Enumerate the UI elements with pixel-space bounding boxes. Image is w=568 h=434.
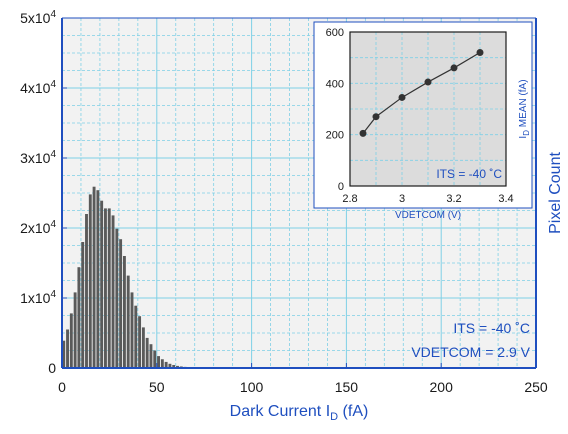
inset-y-tick-label: 600 (326, 27, 344, 39)
histogram-bar (134, 305, 138, 368)
main-x-tick-label: 200 (430, 379, 454, 395)
inset-data-point (359, 129, 367, 137)
main-x-tick-label: 150 (335, 379, 359, 395)
y-axis-label: Pixel Count (547, 152, 564, 234)
histogram-bar (141, 327, 145, 368)
histogram-bar (176, 365, 179, 368)
inset-x-tick-label: 3.4 (498, 193, 513, 205)
histogram-bar (77, 267, 81, 368)
x-axis-label: Dark Current ID (fA) (230, 403, 369, 423)
histogram-bar (73, 292, 77, 368)
inset-y-tick-label: 0 (338, 181, 344, 193)
main-y-tick-label: 5x104 (20, 9, 56, 26)
inset-x-tick-label: 3 (399, 193, 405, 205)
main-y-tick-label: 2x104 (20, 219, 56, 236)
main-x-ticks: 0 50 100 150 200 250 (58, 363, 548, 395)
inset-data-point (372, 113, 380, 121)
histogram-bar (153, 350, 157, 368)
histogram-bar (160, 359, 164, 368)
histogram-bar (157, 356, 160, 368)
main-y-tick-label: 3x104 (20, 149, 56, 166)
inset-y-tick-label: 200 (326, 130, 344, 142)
inset-y-ticks: 0 200 400 600 (326, 27, 344, 193)
main-y-tick-label: 1x104 (20, 289, 56, 306)
main-y-tick-label: 4x104 (20, 79, 56, 96)
histogram-bar (62, 340, 66, 368)
histogram-bar (122, 256, 126, 368)
histogram-bar (85, 214, 88, 368)
inset-series (359, 49, 484, 137)
inset-y-tick-label: 400 (326, 78, 344, 90)
main-x-tick-label: 100 (240, 379, 264, 395)
histogram-bar (81, 242, 85, 368)
histogram-bar (100, 200, 104, 368)
inset-x-ticks: 2.8 3 3.2 3.4 (342, 193, 513, 205)
inset-series-line (362, 52, 481, 134)
inset-data-point (450, 64, 458, 72)
histogram-bar (172, 364, 176, 368)
histogram-bar (119, 239, 123, 368)
inset-data-point (424, 78, 432, 86)
inset-y-label: ID MEAN (fA) (518, 79, 531, 138)
histogram-bar (130, 292, 134, 368)
histogram-bar (115, 228, 119, 368)
histogram-bar (88, 194, 92, 368)
histogram-bar (107, 208, 111, 368)
histogram-bar (145, 337, 149, 368)
histogram-bar (126, 275, 130, 368)
inset-data-point (476, 49, 484, 57)
its-annotation: ITS = -40 ˚C (453, 320, 530, 336)
inset-plot-border (349, 31, 507, 187)
histogram-bar (69, 313, 73, 368)
histogram-bar (66, 329, 69, 368)
main-y-tick-label: 0 (48, 360, 56, 376)
histogram-bar (92, 186, 96, 368)
inset-annotation: ITS = -40 ˚C (436, 167, 502, 181)
main-x-tick-label: 50 (149, 379, 165, 395)
histogram-bar (111, 215, 115, 368)
histogram-bar (149, 344, 153, 368)
inset-x-tick-label: 2.8 (342, 193, 357, 205)
histogram-bar (168, 363, 172, 368)
main-y-ticks: 0 1x104 2x104 3x104 4x104 5x104 (20, 9, 67, 376)
main-bars (62, 186, 233, 368)
inset-data-point (398, 93, 406, 101)
inset-x-label: VDETCOM (V) (395, 210, 461, 221)
histogram-bar (104, 208, 107, 368)
histogram-bar (164, 361, 168, 368)
histogram-bar (96, 190, 100, 368)
histogram-bar (138, 316, 142, 368)
inset-x-tick-label: 3.2 (446, 193, 461, 205)
vdetcom-annotation: VDETCOM = 2.9 V (411, 344, 530, 360)
main-x-tick-label: 250 (524, 379, 548, 395)
main-x-tick-label: 0 (58, 379, 66, 395)
